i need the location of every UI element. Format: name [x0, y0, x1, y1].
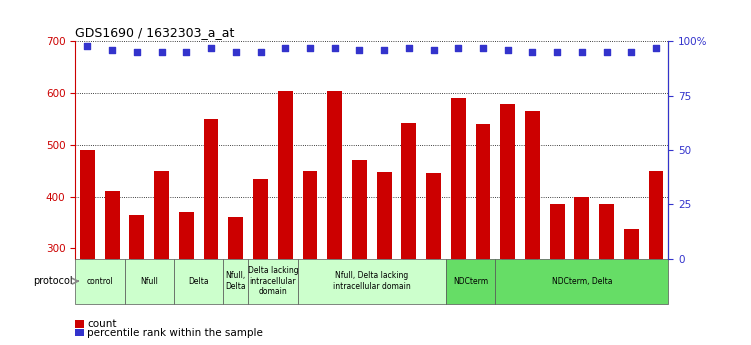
Text: Nfull: Nfull — [140, 277, 158, 286]
Text: protocol: protocol — [33, 276, 73, 286]
Text: Delta lacking
intracellular
domain: Delta lacking intracellular domain — [248, 266, 298, 296]
Point — [452, 45, 464, 51]
Point — [601, 49, 613, 55]
Bar — [248, 259, 297, 304]
Point — [427, 47, 439, 53]
Bar — [451, 98, 466, 345]
Point — [155, 49, 167, 55]
Point — [502, 47, 514, 53]
Bar — [401, 123, 416, 345]
Bar — [575, 197, 590, 345]
Bar — [496, 259, 668, 304]
Bar — [352, 160, 366, 345]
Bar — [649, 171, 663, 345]
Bar — [154, 171, 169, 345]
Point — [230, 49, 242, 55]
Point — [81, 43, 93, 49]
Text: NDCterm, Delta: NDCterm, Delta — [552, 277, 612, 286]
Point — [477, 45, 489, 51]
Bar — [224, 259, 248, 304]
Point — [626, 49, 638, 55]
Bar — [426, 173, 441, 345]
Text: GDS1690 / 1632303_a_at: GDS1690 / 1632303_a_at — [74, 26, 234, 39]
Bar — [500, 104, 515, 345]
Point — [106, 47, 118, 53]
Text: control: control — [86, 277, 113, 286]
Bar — [125, 259, 174, 304]
Bar — [105, 191, 119, 345]
Bar — [228, 217, 243, 345]
Point — [403, 45, 415, 51]
Point — [205, 45, 217, 51]
Text: Nfull,
Delta: Nfull, Delta — [225, 272, 246, 291]
Bar — [204, 119, 219, 345]
Text: Nfull, Delta lacking
intracellular domain: Nfull, Delta lacking intracellular domai… — [333, 272, 411, 291]
Point — [304, 45, 316, 51]
Point — [354, 47, 366, 53]
Bar — [297, 259, 446, 304]
Text: NDCterm: NDCterm — [453, 277, 488, 286]
Bar — [599, 204, 614, 345]
Bar — [80, 150, 95, 345]
Bar — [179, 212, 194, 345]
Bar — [475, 124, 490, 345]
Point — [650, 45, 662, 51]
Point — [329, 45, 341, 51]
Bar — [327, 90, 342, 345]
Bar — [303, 171, 318, 345]
Bar — [278, 90, 293, 345]
Bar — [525, 111, 540, 345]
Point — [551, 49, 563, 55]
Point — [526, 49, 538, 55]
Text: percentile rank within the sample: percentile rank within the sample — [87, 328, 263, 337]
Text: Delta: Delta — [189, 277, 209, 286]
Point — [576, 49, 588, 55]
Bar — [624, 229, 638, 345]
Bar — [253, 179, 268, 345]
Point — [131, 49, 143, 55]
Bar — [377, 172, 391, 345]
Text: count: count — [87, 319, 116, 329]
Bar — [550, 204, 565, 345]
Point — [255, 49, 267, 55]
Point — [180, 49, 192, 55]
Bar — [75, 259, 125, 304]
Bar — [446, 259, 496, 304]
Bar — [129, 215, 144, 345]
Bar — [174, 259, 224, 304]
Point — [279, 45, 291, 51]
Point — [378, 47, 390, 53]
